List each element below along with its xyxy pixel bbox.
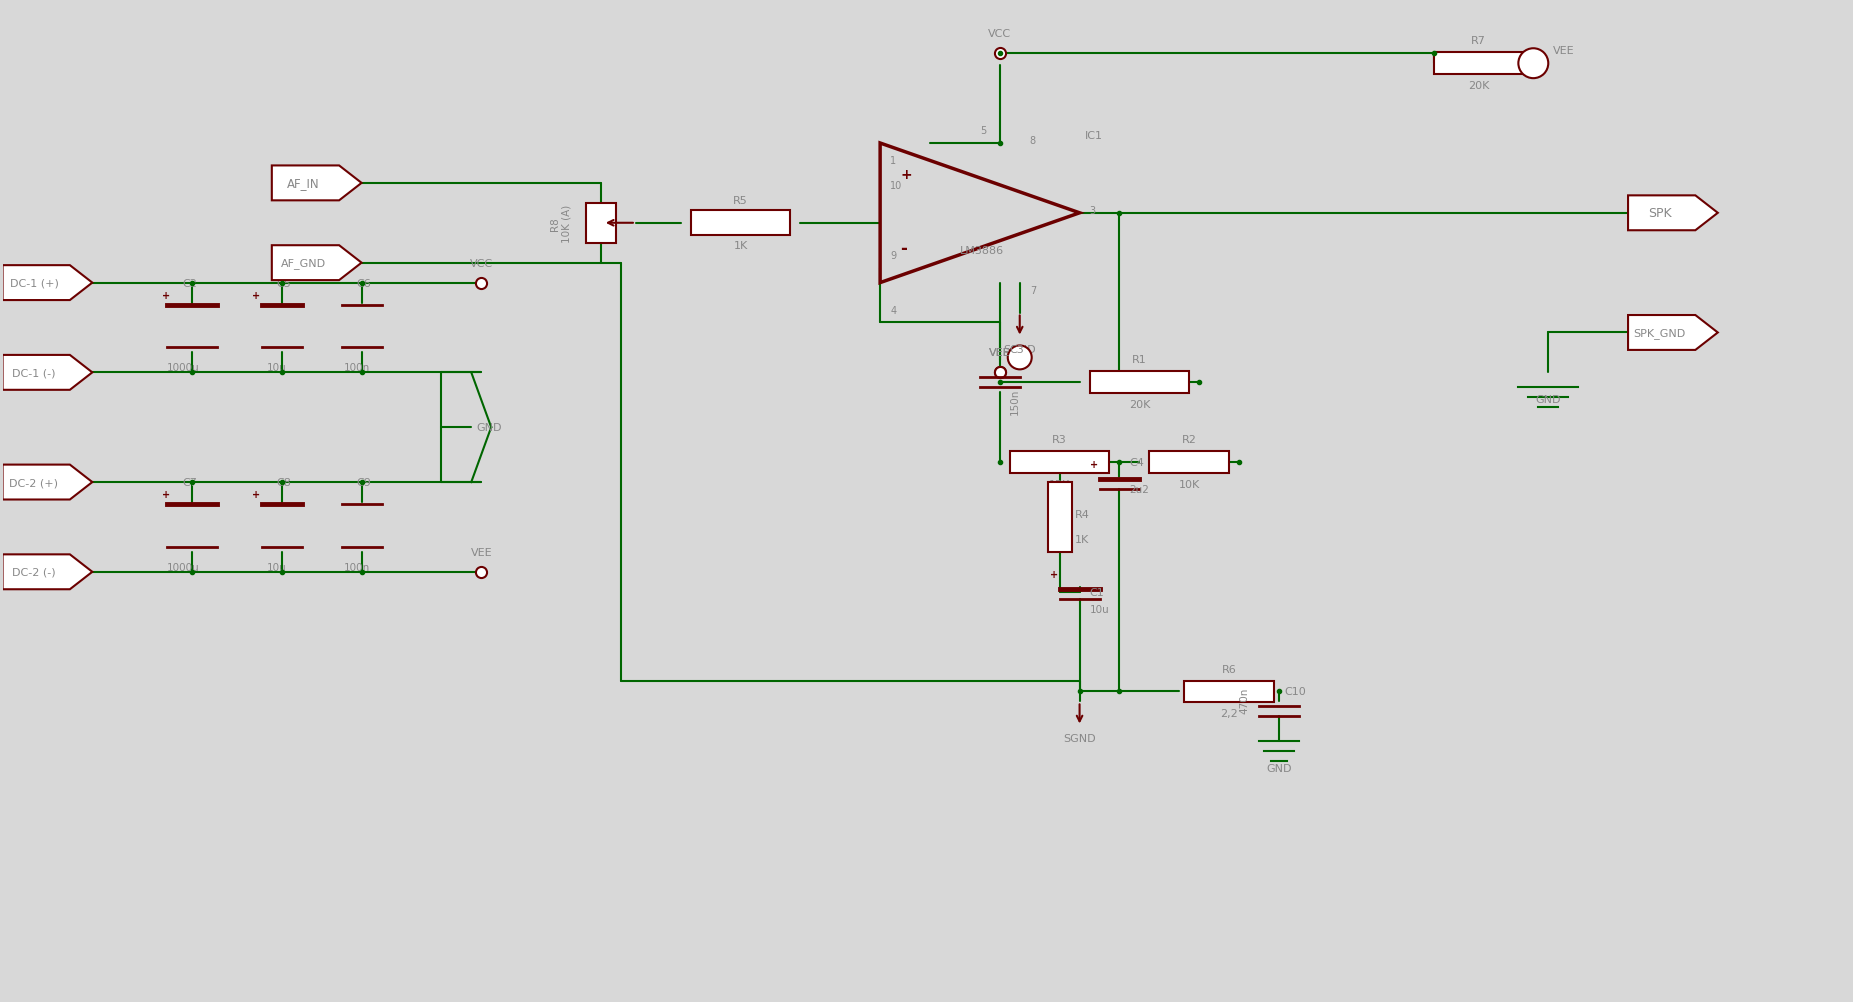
- Text: 10K: 10K: [1179, 480, 1201, 490]
- Text: 100n: 100n: [343, 363, 371, 373]
- Text: GND: GND: [1266, 764, 1292, 774]
- Text: +: +: [1049, 569, 1058, 579]
- Text: DC-1 (+): DC-1 (+): [9, 279, 59, 289]
- Text: LM3886: LM3886: [960, 245, 1004, 256]
- Text: 1000u: 1000u: [167, 363, 200, 373]
- Text: C7: C7: [182, 478, 196, 488]
- Text: SGND: SGND: [1064, 733, 1095, 743]
- Text: VEE: VEE: [1553, 46, 1575, 56]
- Text: R3: R3: [1053, 435, 1067, 445]
- Text: 7: 7: [1030, 286, 1036, 296]
- Text: C8: C8: [276, 478, 291, 488]
- Text: C4: C4: [1130, 458, 1145, 468]
- Text: 8: 8: [1030, 136, 1036, 146]
- Text: VEE: VEE: [471, 547, 493, 557]
- Text: C6: C6: [356, 279, 371, 289]
- Text: 2u2: 2u2: [1130, 485, 1149, 495]
- Text: DC-1 (-): DC-1 (-): [13, 368, 56, 378]
- Text: SPK_GND: SPK_GND: [1632, 328, 1686, 339]
- Text: R1: R1: [1132, 355, 1147, 365]
- Text: AF_IN: AF_IN: [287, 177, 319, 190]
- Polygon shape: [2, 266, 93, 301]
- Text: R5: R5: [734, 195, 749, 205]
- Text: 15K: 15K: [1049, 480, 1071, 490]
- Polygon shape: [272, 166, 361, 201]
- Text: 2,2: 2,2: [1221, 708, 1238, 718]
- Text: AF_GND: AF_GND: [280, 258, 326, 269]
- Text: 100n: 100n: [343, 562, 371, 572]
- Text: VCC: VCC: [469, 259, 493, 269]
- Polygon shape: [2, 356, 93, 391]
- Text: +: +: [161, 291, 170, 301]
- Text: 150n: 150n: [1010, 389, 1019, 415]
- Text: +: +: [901, 167, 912, 181]
- Text: VEE: VEE: [990, 348, 1010, 358]
- Bar: [1149, 452, 1229, 474]
- Bar: [586, 203, 615, 243]
- Text: IC1: IC1: [1084, 131, 1103, 141]
- Text: C3: C3: [1010, 345, 1025, 355]
- Text: GND: GND: [476, 423, 502, 433]
- Bar: [1434, 53, 1523, 75]
- Polygon shape: [2, 465, 93, 500]
- Text: 3: 3: [1090, 205, 1095, 215]
- Text: R2: R2: [1182, 435, 1197, 445]
- Text: +: +: [252, 490, 259, 500]
- Bar: [1047, 483, 1071, 552]
- Text: R6: R6: [1221, 664, 1236, 674]
- Text: R8
10K (A): R8 10K (A): [550, 204, 573, 242]
- Text: 9: 9: [889, 250, 897, 261]
- Text: C5: C5: [276, 279, 291, 289]
- Text: DC-2 (-): DC-2 (-): [13, 567, 56, 577]
- Text: GND: GND: [1536, 395, 1560, 405]
- Text: SPK: SPK: [1647, 207, 1671, 220]
- Text: C9: C9: [356, 478, 371, 488]
- Text: C2: C2: [182, 279, 196, 289]
- Text: 10u: 10u: [1090, 604, 1110, 614]
- Polygon shape: [272, 245, 361, 281]
- Text: 20K: 20K: [1468, 81, 1490, 91]
- Text: C10: C10: [1284, 686, 1306, 696]
- Bar: [1184, 680, 1275, 702]
- Polygon shape: [2, 555, 93, 589]
- Text: 20K: 20K: [1128, 400, 1151, 410]
- Text: +: +: [1090, 460, 1097, 470]
- Text: -: -: [901, 239, 906, 258]
- Text: +: +: [161, 490, 170, 500]
- Text: 1: 1: [889, 155, 897, 165]
- Bar: [1090, 372, 1190, 394]
- Text: 5: 5: [980, 126, 986, 136]
- Text: 1000u: 1000u: [167, 562, 200, 572]
- Text: R7: R7: [1471, 36, 1486, 46]
- Bar: [1010, 452, 1110, 474]
- Text: 470n: 470n: [1240, 687, 1249, 713]
- Text: 1K: 1K: [734, 240, 747, 250]
- Text: VCC: VCC: [988, 29, 1012, 39]
- Polygon shape: [1629, 196, 1718, 231]
- Text: 10u: 10u: [267, 363, 287, 373]
- Text: SGND: SGND: [1004, 345, 1036, 355]
- Circle shape: [1008, 346, 1032, 370]
- Text: 4: 4: [889, 306, 897, 316]
- Text: DC-2 (+): DC-2 (+): [9, 478, 59, 488]
- Text: 1K: 1K: [1075, 534, 1090, 544]
- Text: +: +: [252, 291, 259, 301]
- Text: R4: R4: [1075, 509, 1090, 519]
- Text: VEE: VEE: [990, 348, 1010, 358]
- Text: C1: C1: [1090, 587, 1104, 597]
- Bar: [691, 211, 791, 236]
- Polygon shape: [1629, 316, 1718, 351]
- Text: 10: 10: [889, 180, 902, 190]
- Circle shape: [1518, 49, 1549, 79]
- Text: 10u: 10u: [267, 562, 287, 572]
